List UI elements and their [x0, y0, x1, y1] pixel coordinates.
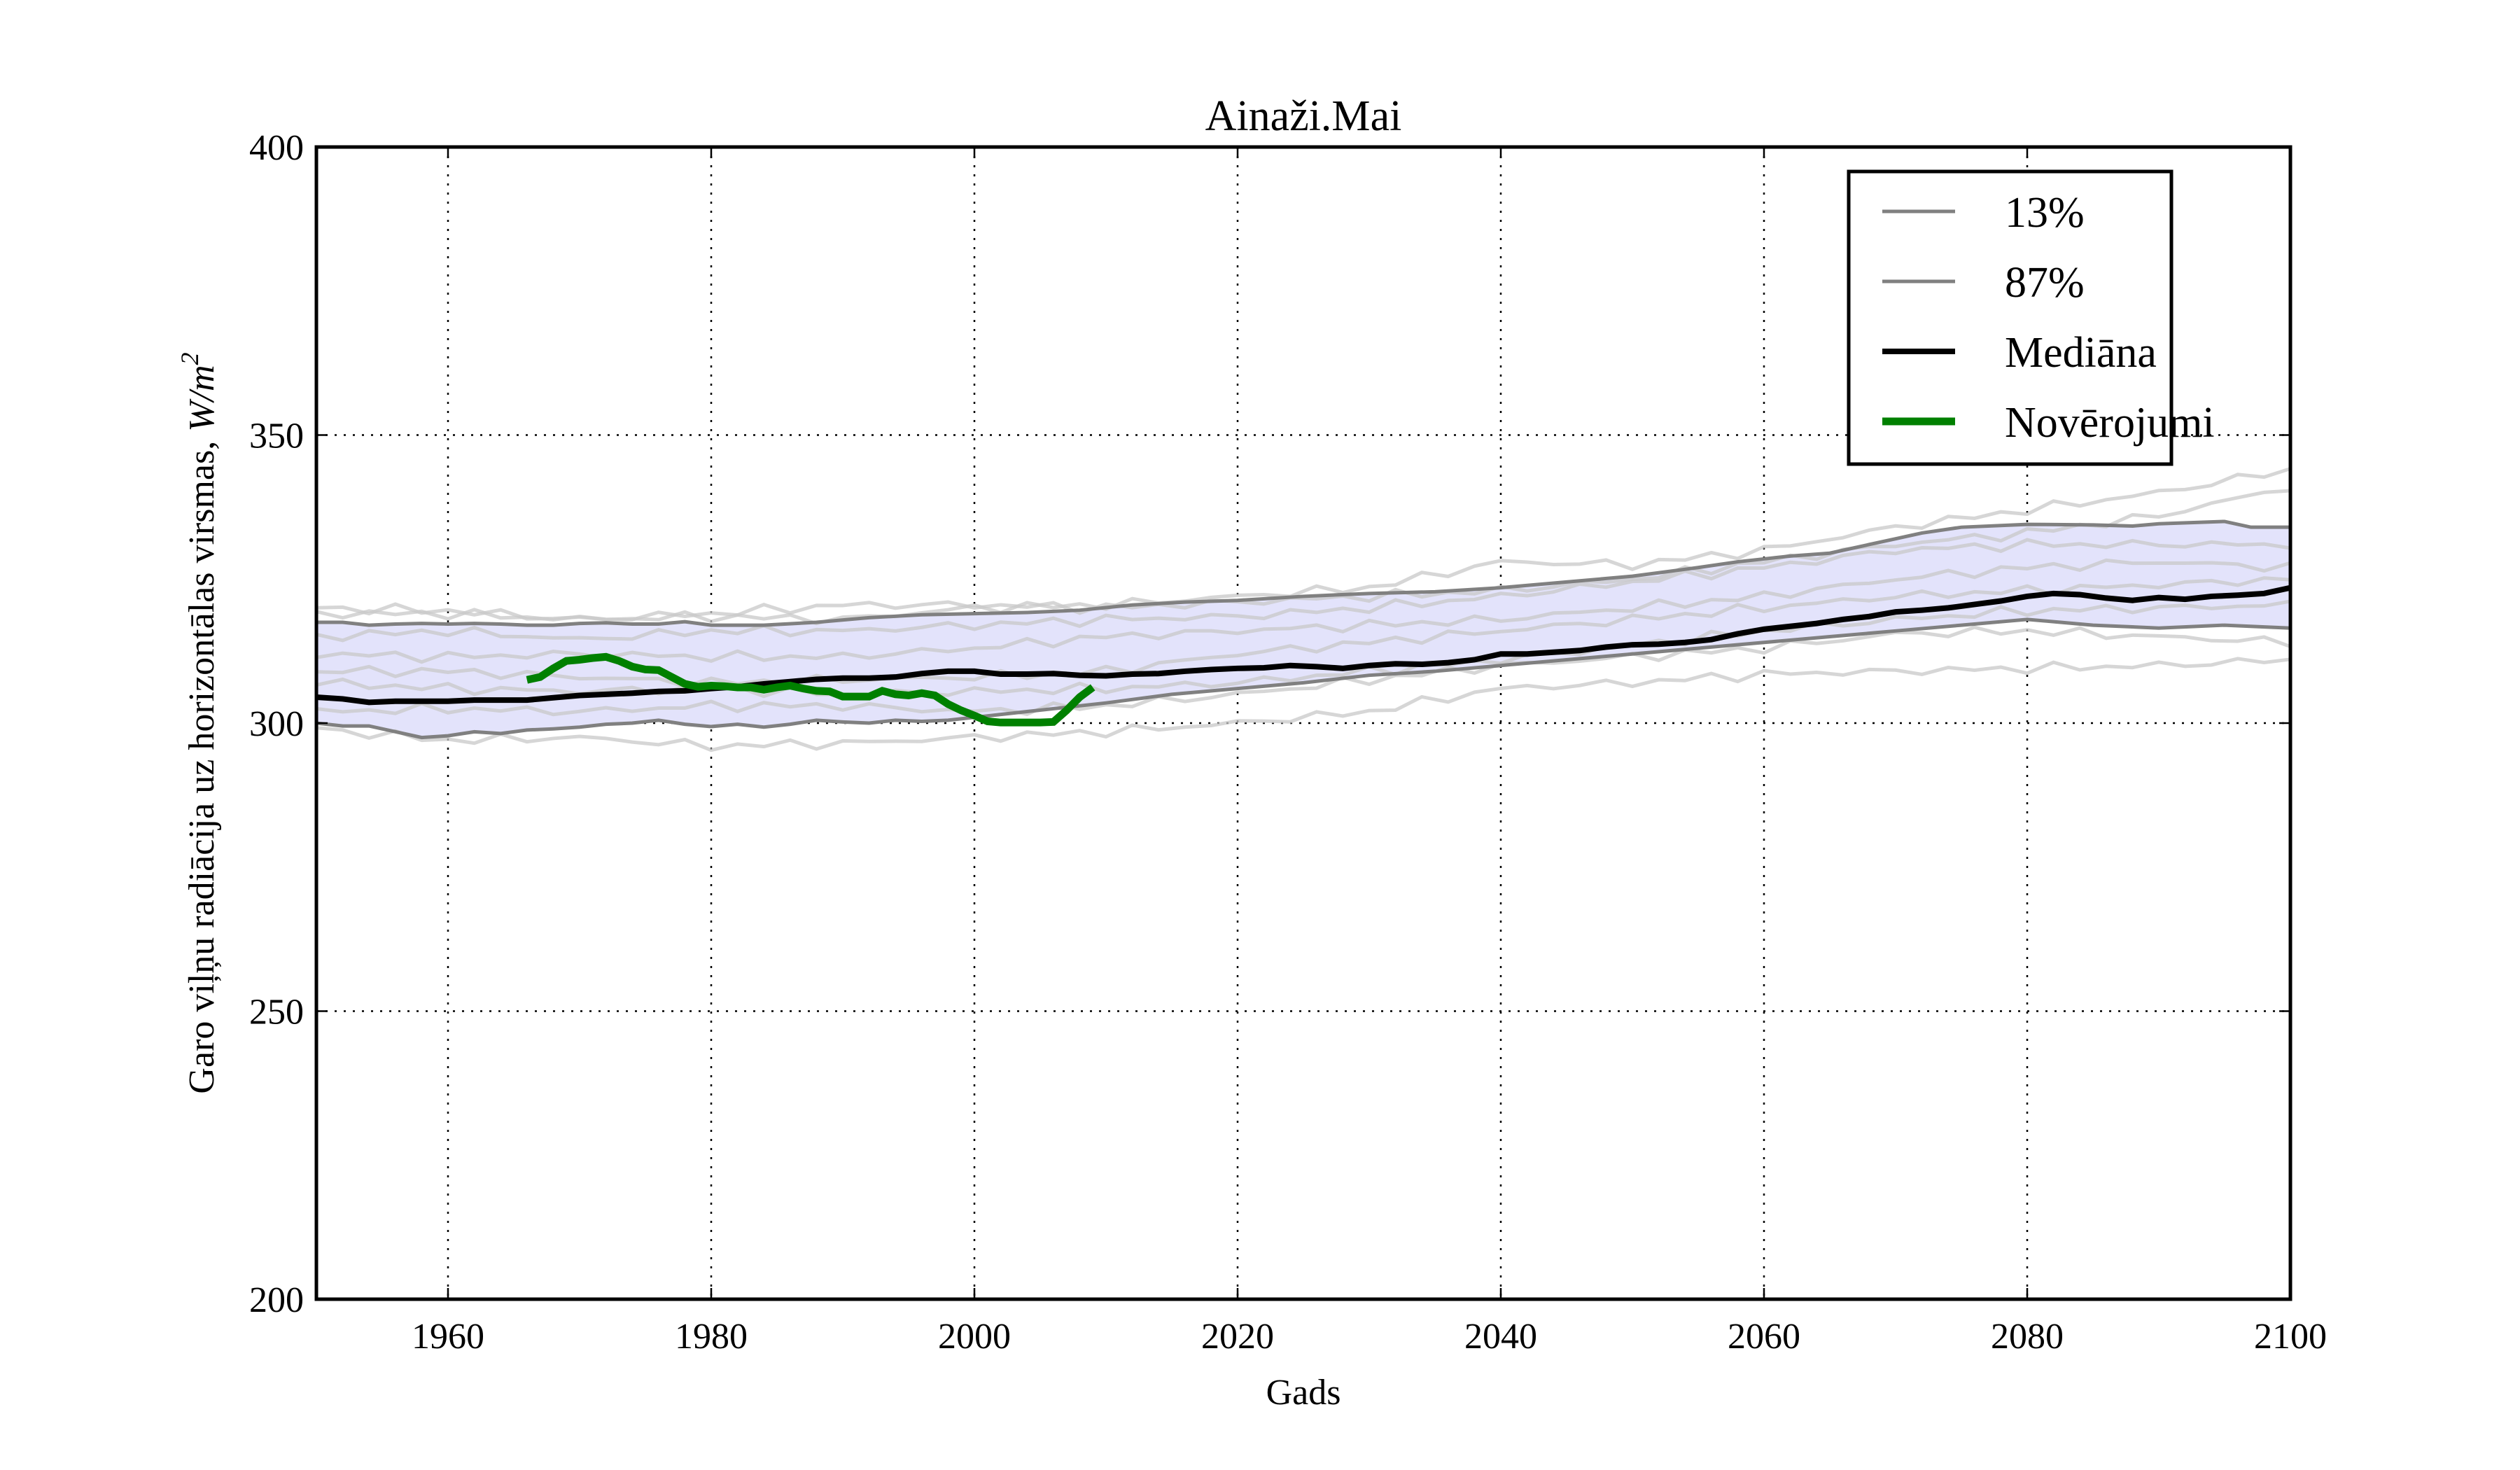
x-tick-label: 2080: [1991, 1317, 2064, 1357]
y-axis-label: Garo viļņu radiācija uz horizontālas vir…: [176, 352, 222, 1093]
x-tick-label: 1960: [412, 1317, 484, 1357]
legend-label: Mediāna: [2005, 329, 2157, 377]
median-line: [316, 584, 2290, 706]
ensemble-member-line: [316, 558, 2290, 664]
x-axis-ticks: 1960 1980 2000 2020 2040 2060 2080 2100: [412, 147, 2327, 1357]
legend-label: 13%: [2005, 189, 2085, 237]
x-tick-label: 2100: [2254, 1317, 2327, 1357]
observations-line: [526, 652, 1096, 727]
ensemble-member-line: [316, 489, 2290, 622]
x-tick-label: 2020: [1201, 1317, 1274, 1357]
ensemble-members: [316, 467, 2290, 752]
ensemble-member-line: [316, 657, 2290, 752]
ensemble-member-line: [316, 576, 2290, 689]
y-tick-label: 200: [249, 1280, 304, 1320]
y-axis-label-text: Garo viļņu radiācija uz horizontālas vir…: [182, 432, 222, 1094]
percentile-band: [316, 521, 2290, 738]
legend-box: [1847, 169, 2174, 466]
percentile-87-line: [316, 519, 2290, 627]
x-tick-label: 1980: [675, 1317, 748, 1357]
x-axis-label: Gads: [1266, 1373, 1341, 1413]
x-tick-label: 2000: [938, 1317, 1011, 1357]
percentile-13-line: [316, 617, 2290, 740]
y-tick-label: 350: [249, 416, 304, 456]
legend-label: Novērojumi: [2005, 399, 2215, 447]
series-lines: [316, 519, 2290, 740]
x-tick-label: 2060: [1728, 1317, 1800, 1357]
y-axis-label-unit: W/m: [182, 365, 222, 431]
y-axis-label-unit-sup: 2: [176, 352, 204, 365]
ensemble-member-line: [316, 625, 2290, 717]
ensemble-member-line: [316, 467, 2290, 626]
y-tick-label: 250: [249, 993, 304, 1032]
ensemble-member-line: [316, 538, 2290, 643]
y-tick-label: 300: [249, 704, 304, 744]
x-tick-label: 2040: [1464, 1317, 1537, 1357]
legend: 13% 87% Mediāna Novērojumi: [1847, 169, 2215, 466]
y-tick-label: 400: [249, 128, 304, 168]
chart-title: Ainaži.Mai: [1205, 92, 1402, 140]
legend-label: 87%: [2005, 259, 2085, 307]
y-axis-ticks: 200 250 300 350 400: [249, 128, 2290, 1320]
